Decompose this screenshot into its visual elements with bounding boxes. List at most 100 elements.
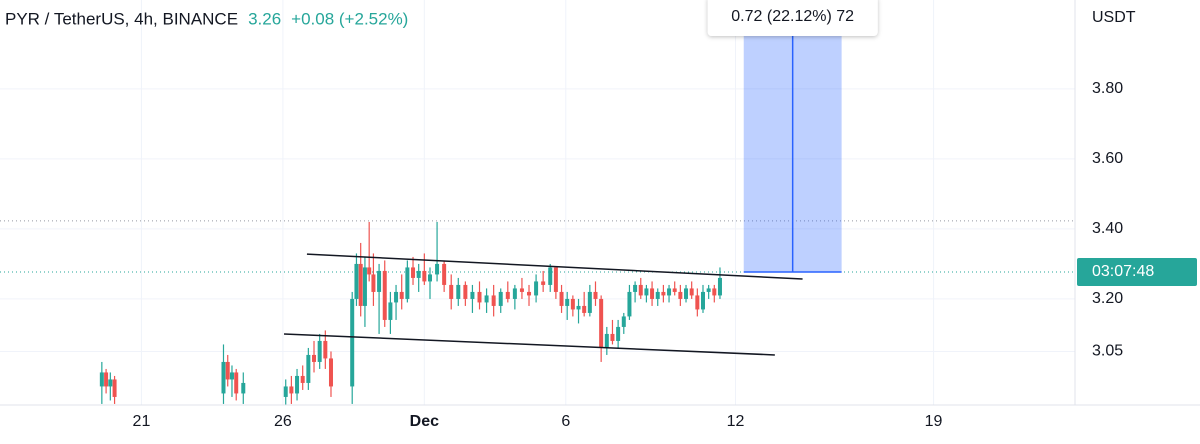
candle-body <box>576 305 581 310</box>
candle-body <box>428 274 432 282</box>
trend-line <box>283 333 775 356</box>
candle-body <box>312 354 317 362</box>
candle-body <box>283 386 288 397</box>
candle-body <box>350 298 355 387</box>
candle-body <box>241 382 246 394</box>
candle-body <box>604 333 609 348</box>
price-change: +0.08 (+2.52%) <box>291 9 408 28</box>
x-tick-label: 21 <box>133 413 151 430</box>
candle-body <box>112 379 117 397</box>
candle-body <box>650 288 655 299</box>
candle-body <box>388 302 393 320</box>
y-tick-label: 3.40 <box>1092 220 1123 237</box>
candle-body <box>225 361 230 380</box>
candle-body <box>371 274 376 292</box>
x-tick-label: 12 <box>727 413 745 430</box>
x-tick-label: 26 <box>274 413 292 430</box>
candle-body <box>689 288 694 296</box>
candle-body <box>477 291 482 303</box>
y-tick-label: 3.60 <box>1092 150 1123 167</box>
candle-body <box>565 298 570 306</box>
candle-body <box>700 291 705 310</box>
candle-body <box>295 375 300 394</box>
candle-body <box>644 288 649 296</box>
candle-body <box>593 291 598 299</box>
candle-body <box>382 270 387 320</box>
candle-body <box>463 284 468 299</box>
candle-body <box>621 316 626 327</box>
candle-body <box>108 379 113 387</box>
candle-body <box>678 291 683 299</box>
candle-body <box>358 263 363 306</box>
candle-body <box>638 284 643 296</box>
candle-body <box>442 263 447 285</box>
candle-body <box>484 295 489 303</box>
candle-body <box>328 358 333 387</box>
candle-body <box>354 263 359 299</box>
candle-body <box>416 270 421 278</box>
candle-body <box>99 372 104 387</box>
candle-body <box>684 288 689 299</box>
candle-body <box>435 263 440 275</box>
symbol-title: PYR / TetherUS, 4h, BINANCE <box>5 9 238 28</box>
candle-body <box>519 288 524 292</box>
candle-body <box>599 298 604 348</box>
candle-body <box>411 267 416 278</box>
candle-body <box>394 291 399 303</box>
grid <box>0 0 1075 405</box>
measure-label: 0.72 (22.12%) 72 <box>731 8 854 25</box>
candle-body <box>362 267 367 306</box>
y-tick-label: 3.05 <box>1092 343 1123 360</box>
countdown-label: 03:07:48 <box>1092 263 1154 280</box>
candle-body <box>527 291 532 296</box>
candle-body <box>633 284 638 292</box>
candle-body <box>317 340 322 362</box>
candle-body <box>229 372 234 380</box>
candle-body <box>399 291 404 299</box>
candle-body <box>627 291 632 317</box>
candle-body <box>234 372 239 394</box>
candle-body <box>449 284 454 299</box>
candle-body <box>610 333 615 341</box>
candle-body <box>221 361 226 394</box>
candle-body <box>300 375 305 383</box>
candle-body <box>695 295 700 310</box>
plot-area <box>0 220 1075 405</box>
candle-body <box>367 267 372 275</box>
candle-body <box>306 354 311 383</box>
candle-body <box>104 372 109 387</box>
candle-body <box>498 291 503 306</box>
candle-body <box>534 281 539 296</box>
candle-body <box>323 340 328 359</box>
y-tick-label: 3.80 <box>1092 80 1123 97</box>
candle-body <box>616 326 621 341</box>
x-tick-label: 6 <box>561 413 570 430</box>
x-tick-label: 19 <box>925 413 943 430</box>
candle-body <box>559 291 564 306</box>
candle-body <box>553 267 558 292</box>
candle-body <box>717 277 722 296</box>
candle-body <box>512 288 517 299</box>
candle-body <box>587 291 592 313</box>
candle-body <box>470 291 475 299</box>
last-price: 3.26 <box>248 9 281 28</box>
x-tick-label: Dec <box>410 413 439 430</box>
overlay: 0.72 (22.12%) 72 03:07:48 <box>707 0 1197 286</box>
candle-body <box>582 305 587 313</box>
candle-body <box>505 291 510 299</box>
candle-body <box>422 270 427 282</box>
axes: 21 26 Dec 6 12 19 3.05 3.20 3.40 3.60 3.80 <box>133 80 1124 430</box>
candle-body <box>655 291 660 299</box>
candle-body <box>570 298 575 310</box>
candle-body <box>667 288 672 296</box>
candle-body <box>377 270 382 292</box>
candle-body <box>712 288 717 296</box>
candle-body <box>706 288 711 292</box>
candle-body <box>548 267 553 285</box>
candle-body <box>405 267 410 299</box>
countdown-tag <box>1077 257 1197 286</box>
candle-body <box>456 284 461 299</box>
trend-line <box>306 253 803 280</box>
candle-body <box>289 386 294 394</box>
